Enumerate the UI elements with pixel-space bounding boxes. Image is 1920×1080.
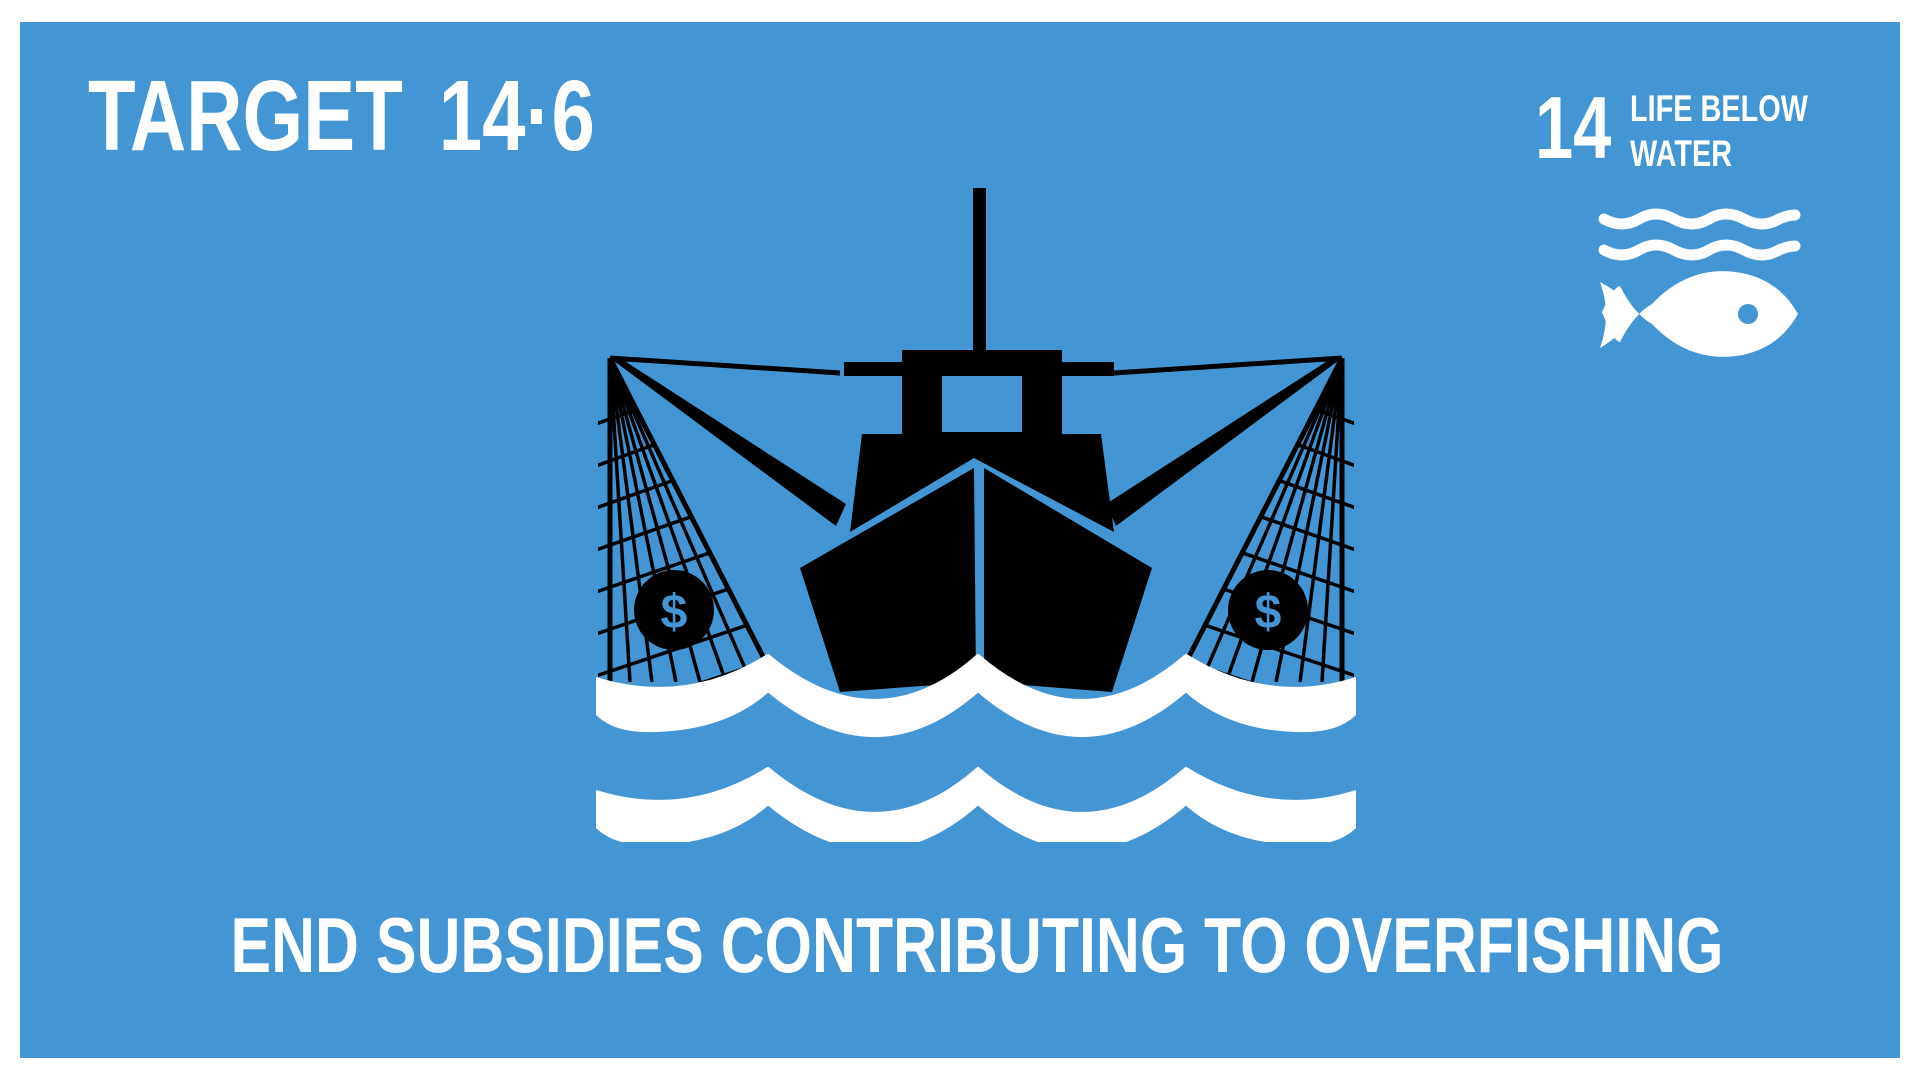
target-description: END SUBSIDIES CONTRIBUTING TO OVERFISHIN… xyxy=(20,906,1900,984)
target-number: 14·6 xyxy=(438,60,595,172)
fishing-boat-icon xyxy=(800,188,1152,692)
fishing-boat-illustration: $ $ xyxy=(596,188,1356,842)
waves-icon xyxy=(1598,208,1801,261)
target-title: TARGET 14·6 xyxy=(88,66,595,166)
dollar-coin-left-icon: $ xyxy=(634,570,714,650)
target-word: TARGET xyxy=(88,60,403,172)
wave-top xyxy=(596,654,1356,737)
fishing-net-left-icon xyxy=(598,356,846,684)
dollar-coin-right-icon: $ xyxy=(1228,570,1308,650)
target-description-text: END SUBSIDIES CONTRIBUTING TO OVERFISHIN… xyxy=(230,901,1724,989)
goal-number: 14 xyxy=(1535,78,1612,177)
wave-bottom xyxy=(596,767,1356,842)
coin-symbol-right: $ xyxy=(1255,586,1282,639)
waves-icon xyxy=(596,654,1356,842)
goal-label-line1: LIFE BELOW xyxy=(1630,88,1808,129)
life-below-water-icon xyxy=(1598,208,1801,357)
sdg-target-card: TARGET 14·6 14 LIFE BELOW WATER xyxy=(20,22,1900,1058)
fish-icon xyxy=(1600,271,1798,357)
goal-label-line2: WATER xyxy=(1630,133,1733,174)
rigging-lines xyxy=(609,355,1343,376)
goal-label: LIFE BELOW WATER xyxy=(1630,86,1808,176)
coin-symbol-left: $ xyxy=(661,586,688,639)
fishing-net-right-icon xyxy=(1106,356,1354,684)
